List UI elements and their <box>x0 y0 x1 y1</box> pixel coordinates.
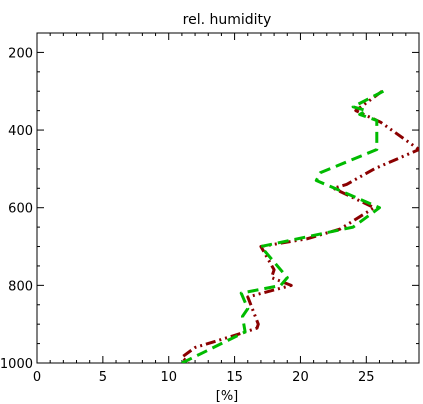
series-line-1 <box>180 89 419 363</box>
y-tick-label: 400 <box>8 124 33 139</box>
x-axis-label: [%] <box>216 389 239 404</box>
chart-title: rel. humidity <box>183 12 272 28</box>
x-tick-label: 0 <box>33 370 41 385</box>
y-tick-label: 600 <box>8 202 33 217</box>
tick-labels: 0 5 10 15 20 25 200 400 600 800 1000 <box>0 46 375 385</box>
y-tick-label: 800 <box>8 279 33 294</box>
x-tick-label: 5 <box>99 370 107 385</box>
y-tick-label: 200 <box>8 46 33 61</box>
x-tick-label: 25 <box>358 370 375 385</box>
x-tick-label: 20 <box>292 370 309 385</box>
plot-frame <box>36 32 420 364</box>
series-layer <box>180 89 419 363</box>
x-tick-label: 15 <box>226 370 243 385</box>
x-tick-label: 10 <box>160 370 177 385</box>
y-tick-label: 1000 <box>0 357 33 372</box>
series-line-2 <box>181 89 385 363</box>
axis-ticks <box>36 32 420 364</box>
